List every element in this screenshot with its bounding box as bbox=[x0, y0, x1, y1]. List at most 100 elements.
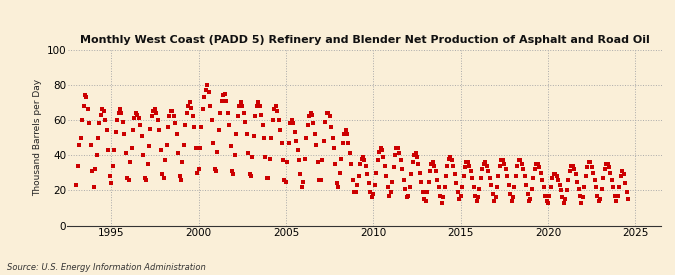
Point bbox=[276, 141, 287, 145]
Point bbox=[164, 114, 175, 119]
Point bbox=[467, 176, 478, 180]
Point bbox=[205, 104, 215, 108]
Point bbox=[222, 111, 233, 115]
Point bbox=[173, 151, 184, 156]
Point bbox=[277, 158, 288, 163]
Point bbox=[348, 178, 358, 182]
Point bbox=[368, 192, 379, 196]
Point bbox=[225, 144, 236, 148]
Point bbox=[333, 185, 344, 189]
Point bbox=[585, 160, 595, 164]
Point bbox=[186, 105, 196, 110]
Point bbox=[582, 165, 593, 170]
Point bbox=[605, 170, 616, 175]
Point bbox=[230, 153, 240, 157]
Point bbox=[365, 190, 376, 194]
Y-axis label: Thousand Barrels per Day: Thousand Barrels per Day bbox=[33, 79, 43, 196]
Point bbox=[528, 176, 539, 180]
Point bbox=[476, 176, 487, 180]
Point bbox=[107, 163, 118, 168]
Point bbox=[586, 165, 597, 170]
Point bbox=[367, 195, 377, 200]
Point bbox=[462, 160, 473, 164]
Point bbox=[100, 118, 111, 122]
Point bbox=[425, 169, 435, 173]
Point bbox=[620, 181, 630, 185]
Point bbox=[578, 195, 589, 200]
Point bbox=[477, 167, 488, 171]
Point bbox=[550, 172, 561, 177]
Point bbox=[306, 112, 317, 117]
Point bbox=[556, 188, 566, 192]
Point bbox=[394, 151, 405, 156]
Point bbox=[379, 163, 390, 168]
Point bbox=[132, 112, 143, 117]
Point bbox=[429, 163, 440, 168]
Point bbox=[355, 162, 366, 166]
Point bbox=[340, 128, 351, 133]
Point bbox=[325, 125, 336, 129]
Point bbox=[234, 104, 244, 108]
Point bbox=[76, 118, 87, 122]
Point bbox=[402, 195, 412, 200]
Point bbox=[596, 186, 607, 191]
Point bbox=[349, 190, 360, 194]
Point bbox=[248, 134, 259, 138]
Point bbox=[116, 111, 127, 115]
Point bbox=[295, 172, 306, 177]
Point bbox=[179, 142, 190, 147]
Point bbox=[441, 174, 452, 178]
Point bbox=[520, 183, 531, 187]
Point bbox=[599, 167, 610, 171]
Point bbox=[553, 178, 564, 182]
Point bbox=[299, 156, 310, 161]
Point bbox=[454, 197, 464, 201]
Text: Source: U.S. Energy Information Administration: Source: U.S. Energy Information Administ… bbox=[7, 263, 205, 272]
Point bbox=[442, 163, 453, 168]
Point bbox=[240, 119, 250, 124]
Point bbox=[614, 185, 624, 189]
Point bbox=[88, 185, 99, 189]
Point bbox=[404, 185, 415, 189]
Point bbox=[445, 155, 456, 159]
Point bbox=[427, 160, 438, 164]
Point bbox=[496, 158, 507, 163]
Point bbox=[161, 142, 172, 147]
Point bbox=[490, 195, 501, 200]
Point bbox=[524, 199, 535, 203]
Point bbox=[323, 111, 333, 115]
Point bbox=[346, 162, 357, 166]
Point bbox=[350, 190, 361, 194]
Point bbox=[509, 185, 520, 189]
Point bbox=[174, 174, 185, 178]
Point bbox=[443, 156, 454, 161]
Point bbox=[388, 165, 399, 170]
Point bbox=[267, 118, 278, 122]
Point bbox=[109, 148, 119, 152]
Point bbox=[110, 130, 121, 134]
Point bbox=[534, 165, 545, 170]
Point bbox=[286, 118, 297, 122]
Point bbox=[495, 163, 506, 168]
Point bbox=[130, 111, 141, 115]
Point bbox=[72, 163, 83, 168]
Point bbox=[568, 163, 578, 168]
Point bbox=[369, 183, 380, 187]
Point bbox=[539, 193, 550, 198]
Point bbox=[146, 114, 157, 119]
Point bbox=[313, 160, 323, 164]
Point bbox=[505, 192, 516, 196]
Point bbox=[292, 148, 303, 152]
Point bbox=[375, 146, 386, 150]
Point bbox=[125, 160, 136, 164]
Point bbox=[506, 199, 517, 203]
Point bbox=[464, 163, 475, 168]
Point bbox=[339, 132, 350, 136]
Point bbox=[167, 109, 178, 113]
Point bbox=[281, 179, 292, 184]
Point bbox=[353, 174, 364, 178]
Point bbox=[122, 176, 133, 180]
Point bbox=[372, 158, 383, 163]
Point bbox=[155, 148, 166, 152]
Point bbox=[515, 158, 526, 163]
